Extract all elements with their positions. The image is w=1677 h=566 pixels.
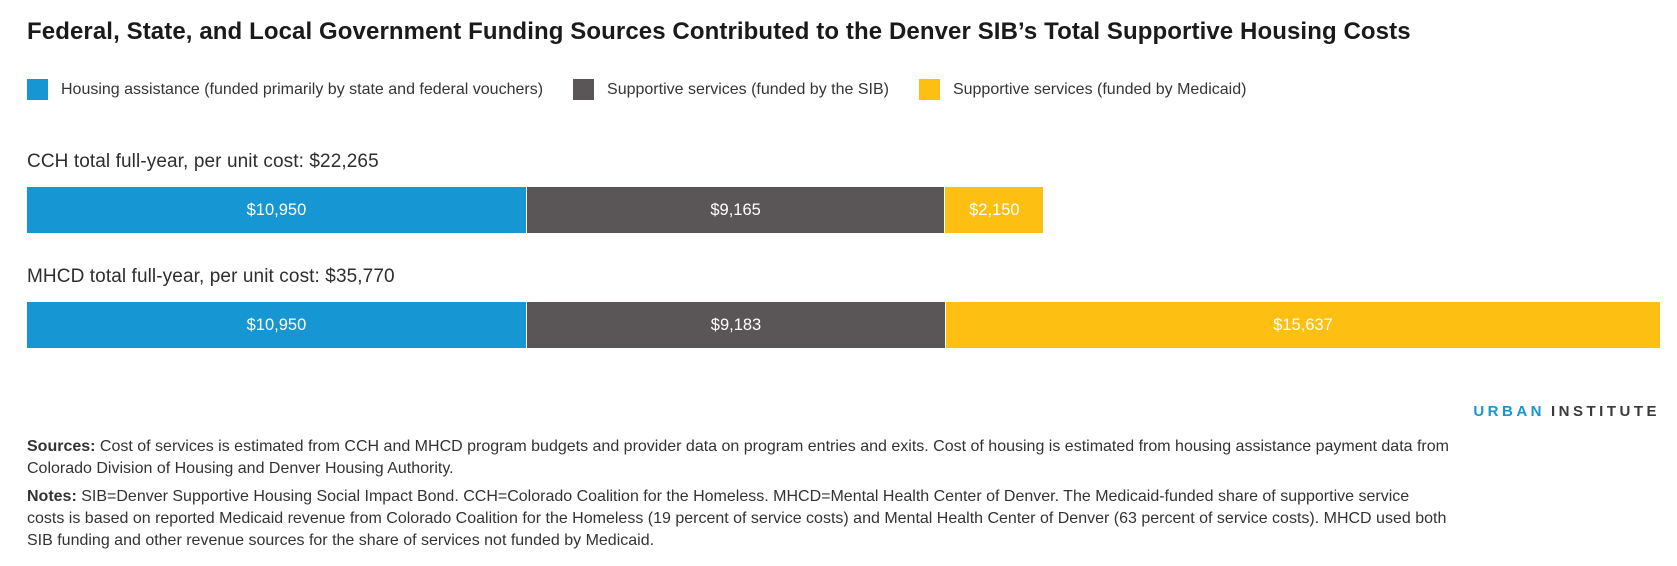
bar-group-cch: CCH total full-year, per unit cost: $22,… bbox=[27, 150, 1660, 233]
bar-group-mhcd: MHCD total full-year, per unit cost: $35… bbox=[27, 265, 1660, 348]
bar-title-mhcd: MHCD total full-year, per unit cost: $35… bbox=[27, 266, 395, 287]
legend: Housing assistance (funded primarily by … bbox=[27, 79, 1660, 100]
bar-value-label: $2,150 bbox=[969, 200, 1020, 219]
legend-swatch-services-medicaid bbox=[918, 79, 940, 100]
sources-note: Sources: Cost of services is estimated f… bbox=[27, 436, 1449, 480]
legend-swatch-housing-assistance bbox=[27, 79, 48, 100]
notes-label: Notes: bbox=[27, 488, 77, 505]
bar-segment-housing-assistance: $10,950 bbox=[27, 187, 527, 233]
legend-label: Supportive services (funded by the SIB) bbox=[607, 80, 889, 98]
bar-value-label: $15,637 bbox=[1273, 315, 1333, 334]
bar-value-label: $10,950 bbox=[246, 200, 307, 219]
sources-text: Cost of services is estimated from CCH a… bbox=[27, 438, 1449, 477]
notes-note: Notes: SIB=Denver Supportive Housing Soc… bbox=[27, 486, 1449, 552]
legend-item-services-medicaid: Supportive services (funded by Medicaid) bbox=[918, 79, 1247, 100]
chart-title: Federal, State, and Local Government Fun… bbox=[27, 18, 1411, 45]
notes-text: SIB=Denver Supportive Housing Social Imp… bbox=[27, 488, 1447, 549]
sources-label: Sources: bbox=[27, 438, 96, 455]
stacked-bar-chart: CCH total full-year, per unit cost: $22,… bbox=[27, 150, 1660, 348]
legend-item-housing-assistance: Housing assistance (funded primarily by … bbox=[27, 79, 543, 100]
legend-label: Supportive services (funded by Medicaid) bbox=[952, 80, 1247, 98]
legend-label: Housing assistance (funded primarily by … bbox=[61, 80, 544, 98]
bar-segment-housing-assistance: $10,950 bbox=[27, 302, 527, 348]
logo-word-urban: URBAN bbox=[1473, 403, 1545, 420]
bar-title-cch: CCH total full-year, per unit cost: $22,… bbox=[27, 151, 379, 172]
legend-swatch-services-sib bbox=[573, 79, 595, 100]
bar-segment-services-sib: $9,183 bbox=[526, 302, 947, 348]
urban-institute-logo: URBAN INSTITUTE bbox=[27, 403, 1660, 420]
bar-segment-services-medicaid: $2,150 bbox=[945, 187, 1044, 233]
legend-item-services-sib: Supportive services (funded by the SIB) bbox=[573, 79, 889, 100]
bar-value-label: $9,165 bbox=[710, 200, 761, 219]
logo-word-institute: INSTITUTE bbox=[1551, 403, 1660, 420]
bar-value-label: $10,950 bbox=[246, 315, 307, 334]
bar-segment-services-medicaid: $15,637 bbox=[946, 302, 1660, 348]
bar-track-mhcd: $10,950 $9,183 $15,637 bbox=[27, 302, 1660, 348]
bar-segment-services-sib: $9,165 bbox=[526, 187, 946, 233]
bar-track-cch: $10,950 $9,165 $2,150 bbox=[27, 187, 1044, 233]
bar-value-label: $9,183 bbox=[710, 315, 762, 334]
